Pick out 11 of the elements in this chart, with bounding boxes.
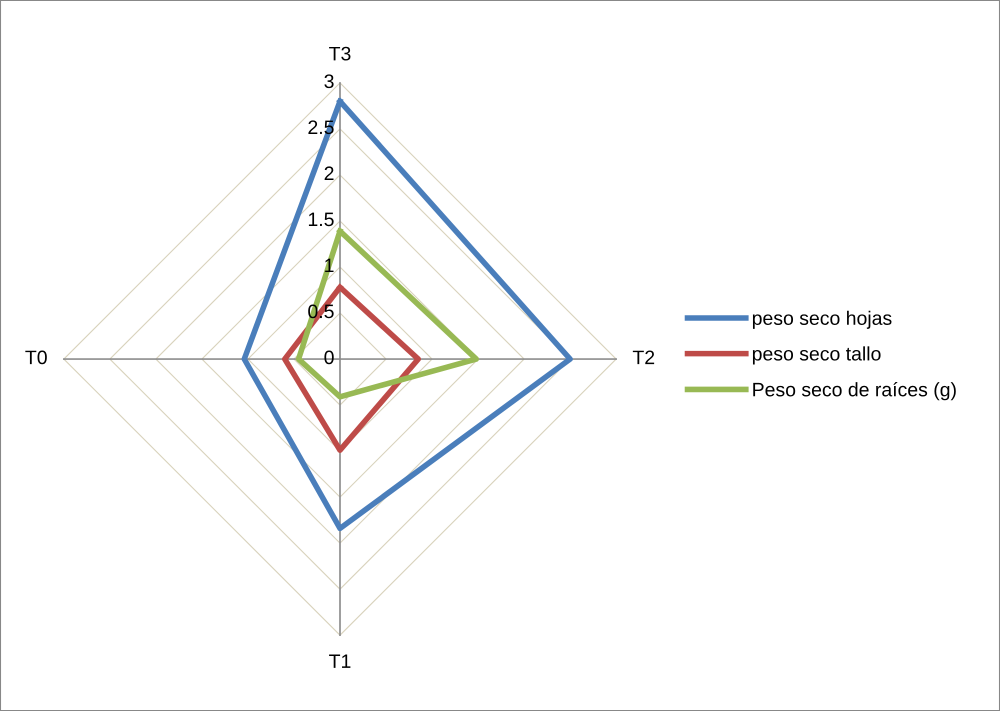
y-tick-label: 1.5 <box>308 212 334 226</box>
spoke-label: T2 <box>632 350 654 364</box>
legend-label: peso seco hojas <box>752 310 892 329</box>
spoke-label: T0 <box>25 350 47 364</box>
y-tick-label: 2 <box>324 166 334 180</box>
legend-label: Peso seco de raíces (g) <box>753 382 956 400</box>
legend-label: peso seco tallo <box>752 346 881 364</box>
y-tick-label: 0 <box>324 350 334 364</box>
y-tick-label: 3 <box>324 74 334 88</box>
spoke-label: T3 <box>329 46 350 61</box>
spoke-label: T1 <box>329 654 350 668</box>
